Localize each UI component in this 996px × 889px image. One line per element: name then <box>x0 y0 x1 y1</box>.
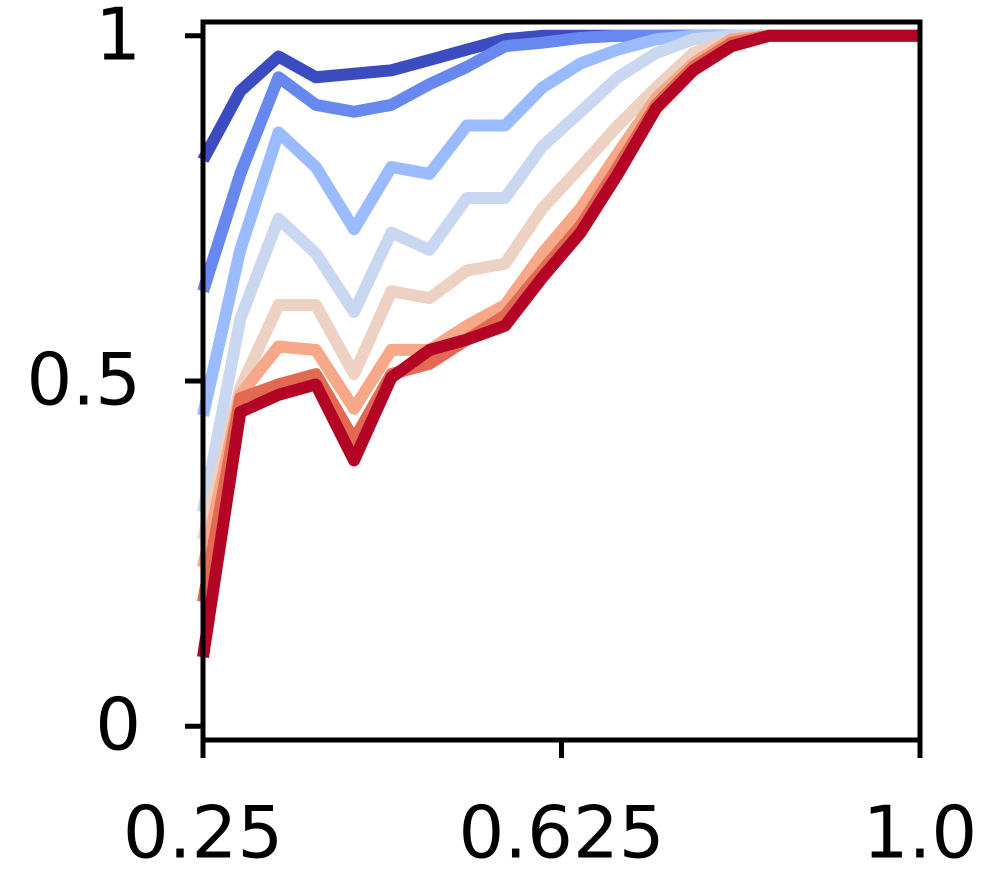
series-line <box>197 29 920 542</box>
x-tick-label: 0.625 <box>458 791 664 875</box>
series-line <box>197 29 920 659</box>
series-line <box>197 29 920 604</box>
y-tick-label: 0 <box>95 683 141 767</box>
y-tick-label: 0.5 <box>26 338 141 422</box>
x-tick-label: 0.25 <box>123 791 283 875</box>
x-tick-label: 1.0 <box>863 791 978 875</box>
y-tick-label: 1 <box>95 0 141 76</box>
